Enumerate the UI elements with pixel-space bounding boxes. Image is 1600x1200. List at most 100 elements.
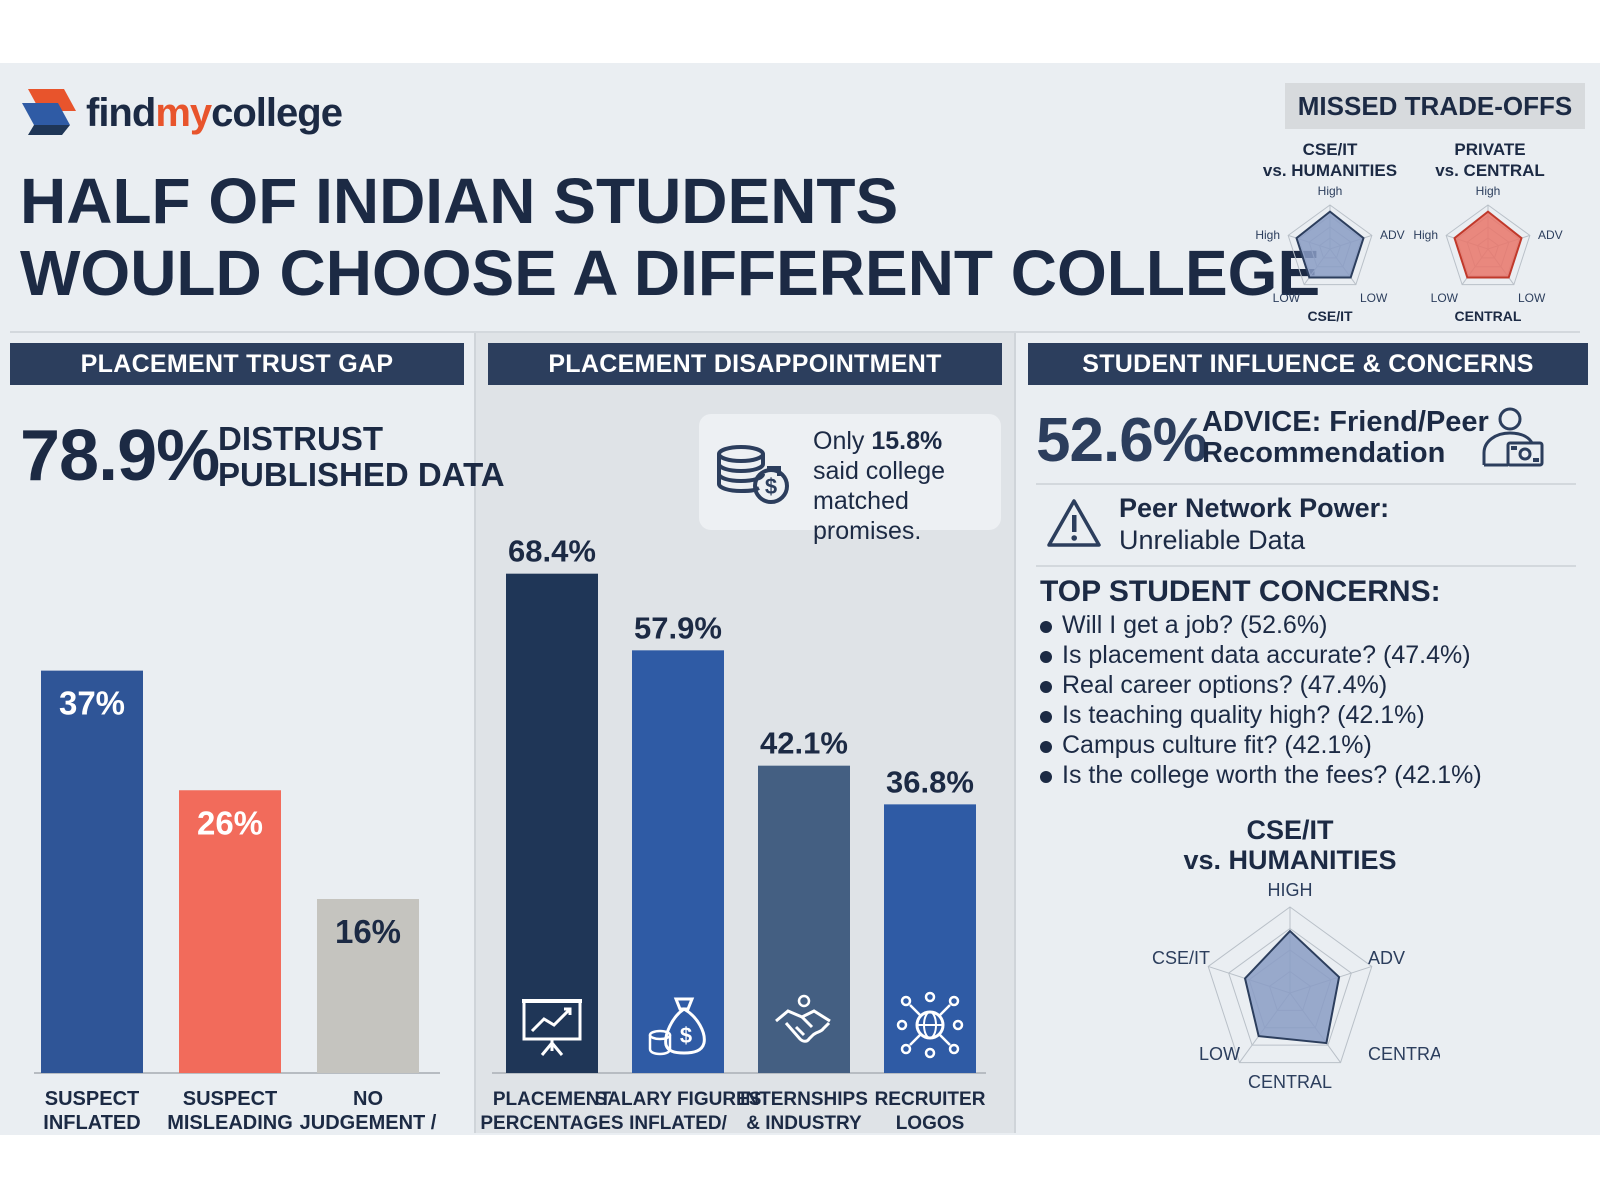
bar-value-label: 37% <box>59 685 125 722</box>
bar-value-label: 36.8% <box>886 764 974 799</box>
category-label: RECRUITER <box>875 1089 986 1110</box>
category-label: INFLATED/ <box>629 1113 728 1133</box>
peer-divider-2 <box>1036 565 1576 567</box>
radar-label: ADV <box>1380 228 1405 242</box>
placement-disappointment-header: PLACEMENT DISAPPOINTMENT <box>488 343 1002 385</box>
radar-label: CENTRAL <box>1368 1044 1440 1064</box>
tradeoffs-title: MISSED TRADE-OFFS <box>1285 83 1585 129</box>
peer-power-title: Peer Network Power: <box>1119 493 1390 523</box>
callout-text: Only 15.8% said college matched promises… <box>813 427 946 545</box>
presentation-chart-icon <box>522 999 582 1056</box>
list-item: Is the college worth the fees? (42.1%) <box>1040 760 1482 790</box>
bar-value-label: 16% <box>335 913 401 950</box>
concerns-radar-title: CSE/IT vs. HUMANITIES <box>1183 815 1397 875</box>
handshake-icon <box>775 994 831 1043</box>
bar <box>758 765 850 1073</box>
list-item: Real career options? (47.4%) <box>1040 670 1482 700</box>
radar-label: ADV <box>1538 228 1563 242</box>
distrust-stat-label: DISTRUST PUBLISHED DATA <box>218 420 505 493</box>
radar-label: High <box>1476 184 1501 198</box>
missed-tradeoffs: MISSED TRADE-OFFS CSE/IT vs. HUMANITIES P… <box>1255 79 1595 329</box>
radar-bottom-label: CENTRAL <box>1248 1072 1332 1092</box>
radar-shape <box>1295 210 1365 279</box>
radar-grid-ring <box>1287 204 1373 286</box>
bar <box>632 650 724 1073</box>
category-label: SUSPECT <box>183 1088 277 1110</box>
concerns-list: Will I get a job? (52.6%) Is placement d… <box>1040 610 1482 790</box>
category-label: PERCENTAGES <box>480 1113 623 1133</box>
svg-text:$: $ <box>680 1023 692 1048</box>
brand-name: findmycollege <box>86 91 343 135</box>
tradeoff-radar-1: High ADV LOW LOW High CSE/IT <box>1255 184 1405 324</box>
bar-value-label: 57.9% <box>634 610 722 645</box>
coins-dollar-icon: $ <box>717 445 789 504</box>
radar-bottom-label: CENTRAL <box>1455 308 1522 324</box>
radar-bottom-label: CSE/IT <box>1307 308 1353 324</box>
distrust-stat: 78.9% <box>20 416 220 496</box>
category-label: MISLEADING <box>167 1112 293 1133</box>
page-title: HALF OF INDIAN STUDENTS WOULD CHOOSE A D… <box>20 165 1320 309</box>
headline-line-2: WOULD CHOOSE A DIFFERENT COLLEGE <box>20 237 1321 309</box>
list-item: Is teaching quality high? (42.1%) <box>1040 700 1482 730</box>
money-bag-icon: $ <box>648 997 706 1056</box>
radar-label: High <box>1255 228 1280 242</box>
concerns-title: TOP STUDENT CONCERNS: <box>1040 575 1441 608</box>
student-influence-header: STUDENT INFLUENCE & CONCERNS <box>1028 343 1588 385</box>
warning-icon <box>1047 499 1101 547</box>
findmycollege-logo-icon <box>22 89 76 135</box>
radar-label: LOW <box>1360 291 1388 305</box>
radar-label: LOW <box>1518 291 1546 305</box>
bar-value-label: 68.4% <box>508 534 596 569</box>
category-label: NO <box>353 1088 383 1110</box>
bar <box>884 804 976 1073</box>
category-label: PLACEMENT <box>493 1089 612 1110</box>
tradeoff-radar-2-title: PRIVATE vs. CENTRAL <box>1435 140 1545 180</box>
concerns-radar: HIGH ADV CENTRAL LOW CSE/IT CENTRAL <box>1152 880 1440 1092</box>
placement-trust-header: PLACEMENT TRUST GAP <box>10 343 464 385</box>
peer-advice-stat: 52.6% <box>1036 406 1208 475</box>
peer-advice-label: ADVICE: Friend/Peer Recommendation <box>1202 406 1489 469</box>
list-item: Is placement data accurate? (47.4%) <box>1040 640 1482 670</box>
list-item: Will I get a job? (52.6%) <box>1040 610 1482 640</box>
radar-label: HIGH <box>1268 880 1313 900</box>
radar-label: High <box>1413 228 1438 242</box>
radar-label: LOW <box>1199 1044 1240 1064</box>
radar-shape <box>1243 929 1341 1045</box>
bar <box>41 670 143 1073</box>
network-globe-icon <box>896 991 964 1059</box>
radar-label: ADV <box>1368 948 1405 968</box>
section-divider-left <box>474 333 476 1133</box>
list-item: Campus culture fit? (42.1%) <box>1040 730 1482 760</box>
radar-grid-ring <box>1228 927 1352 1046</box>
radar-grid-ring <box>1445 204 1531 286</box>
headline-line-1: HALF OF INDIAN STUDENTS <box>20 165 899 237</box>
radar-grid-ring <box>1207 906 1373 1064</box>
bar-value-label: 42.1% <box>760 726 848 761</box>
radar-label: LOW <box>1431 291 1459 305</box>
peer-power-subtitle: Unreliable Data <box>1119 525 1306 555</box>
tradeoff-radar-2: High ADV LOW LOW High CENTRAL <box>1413 184 1563 324</box>
header-divider <box>10 331 1580 333</box>
category-label: SUSPECT <box>45 1088 139 1110</box>
category-label: SALARY FIGURES <box>595 1089 762 1110</box>
category-label: & INDUSTRY <box>746 1113 862 1133</box>
promises-callout: $ Only 15.8% said college matched promis… <box>699 414 1001 545</box>
placement-disappointment-chart: 68.4%PLACEMENTPERCENTAGESOVERSTATED57.9%… <box>480 534 986 1133</box>
radar-shape <box>1453 210 1523 279</box>
category-label: LOGOS <box>896 1113 965 1133</box>
radar-label: CSE/IT <box>1152 948 1210 968</box>
category-label: JUDGEMENT / <box>300 1112 437 1133</box>
tradeoff-radar-1-title: CSE/IT vs. HUMANITIES <box>1262 140 1398 180</box>
section-divider-right <box>1014 333 1016 1133</box>
peer-divider-1 <box>1036 483 1576 485</box>
svg-text:$: $ <box>765 474 777 499</box>
radar-label: High <box>1318 184 1343 198</box>
infographic: findmycollege HALF OF INDIAN STUDENTS WO… <box>0 63 1600 1135</box>
category-label: INTERNSHIPS <box>740 1089 868 1110</box>
bar-value-label: 26% <box>197 804 263 841</box>
placement-trust-chart: 37%SUSPECTINFLATEDDATA26%SUSPECTMISLEADI… <box>34 670 440 1133</box>
person-cash-icon <box>1482 407 1544 467</box>
category-label: INFLATED <box>43 1112 140 1133</box>
bar <box>317 899 419 1073</box>
radar-label: LOW <box>1273 291 1301 305</box>
